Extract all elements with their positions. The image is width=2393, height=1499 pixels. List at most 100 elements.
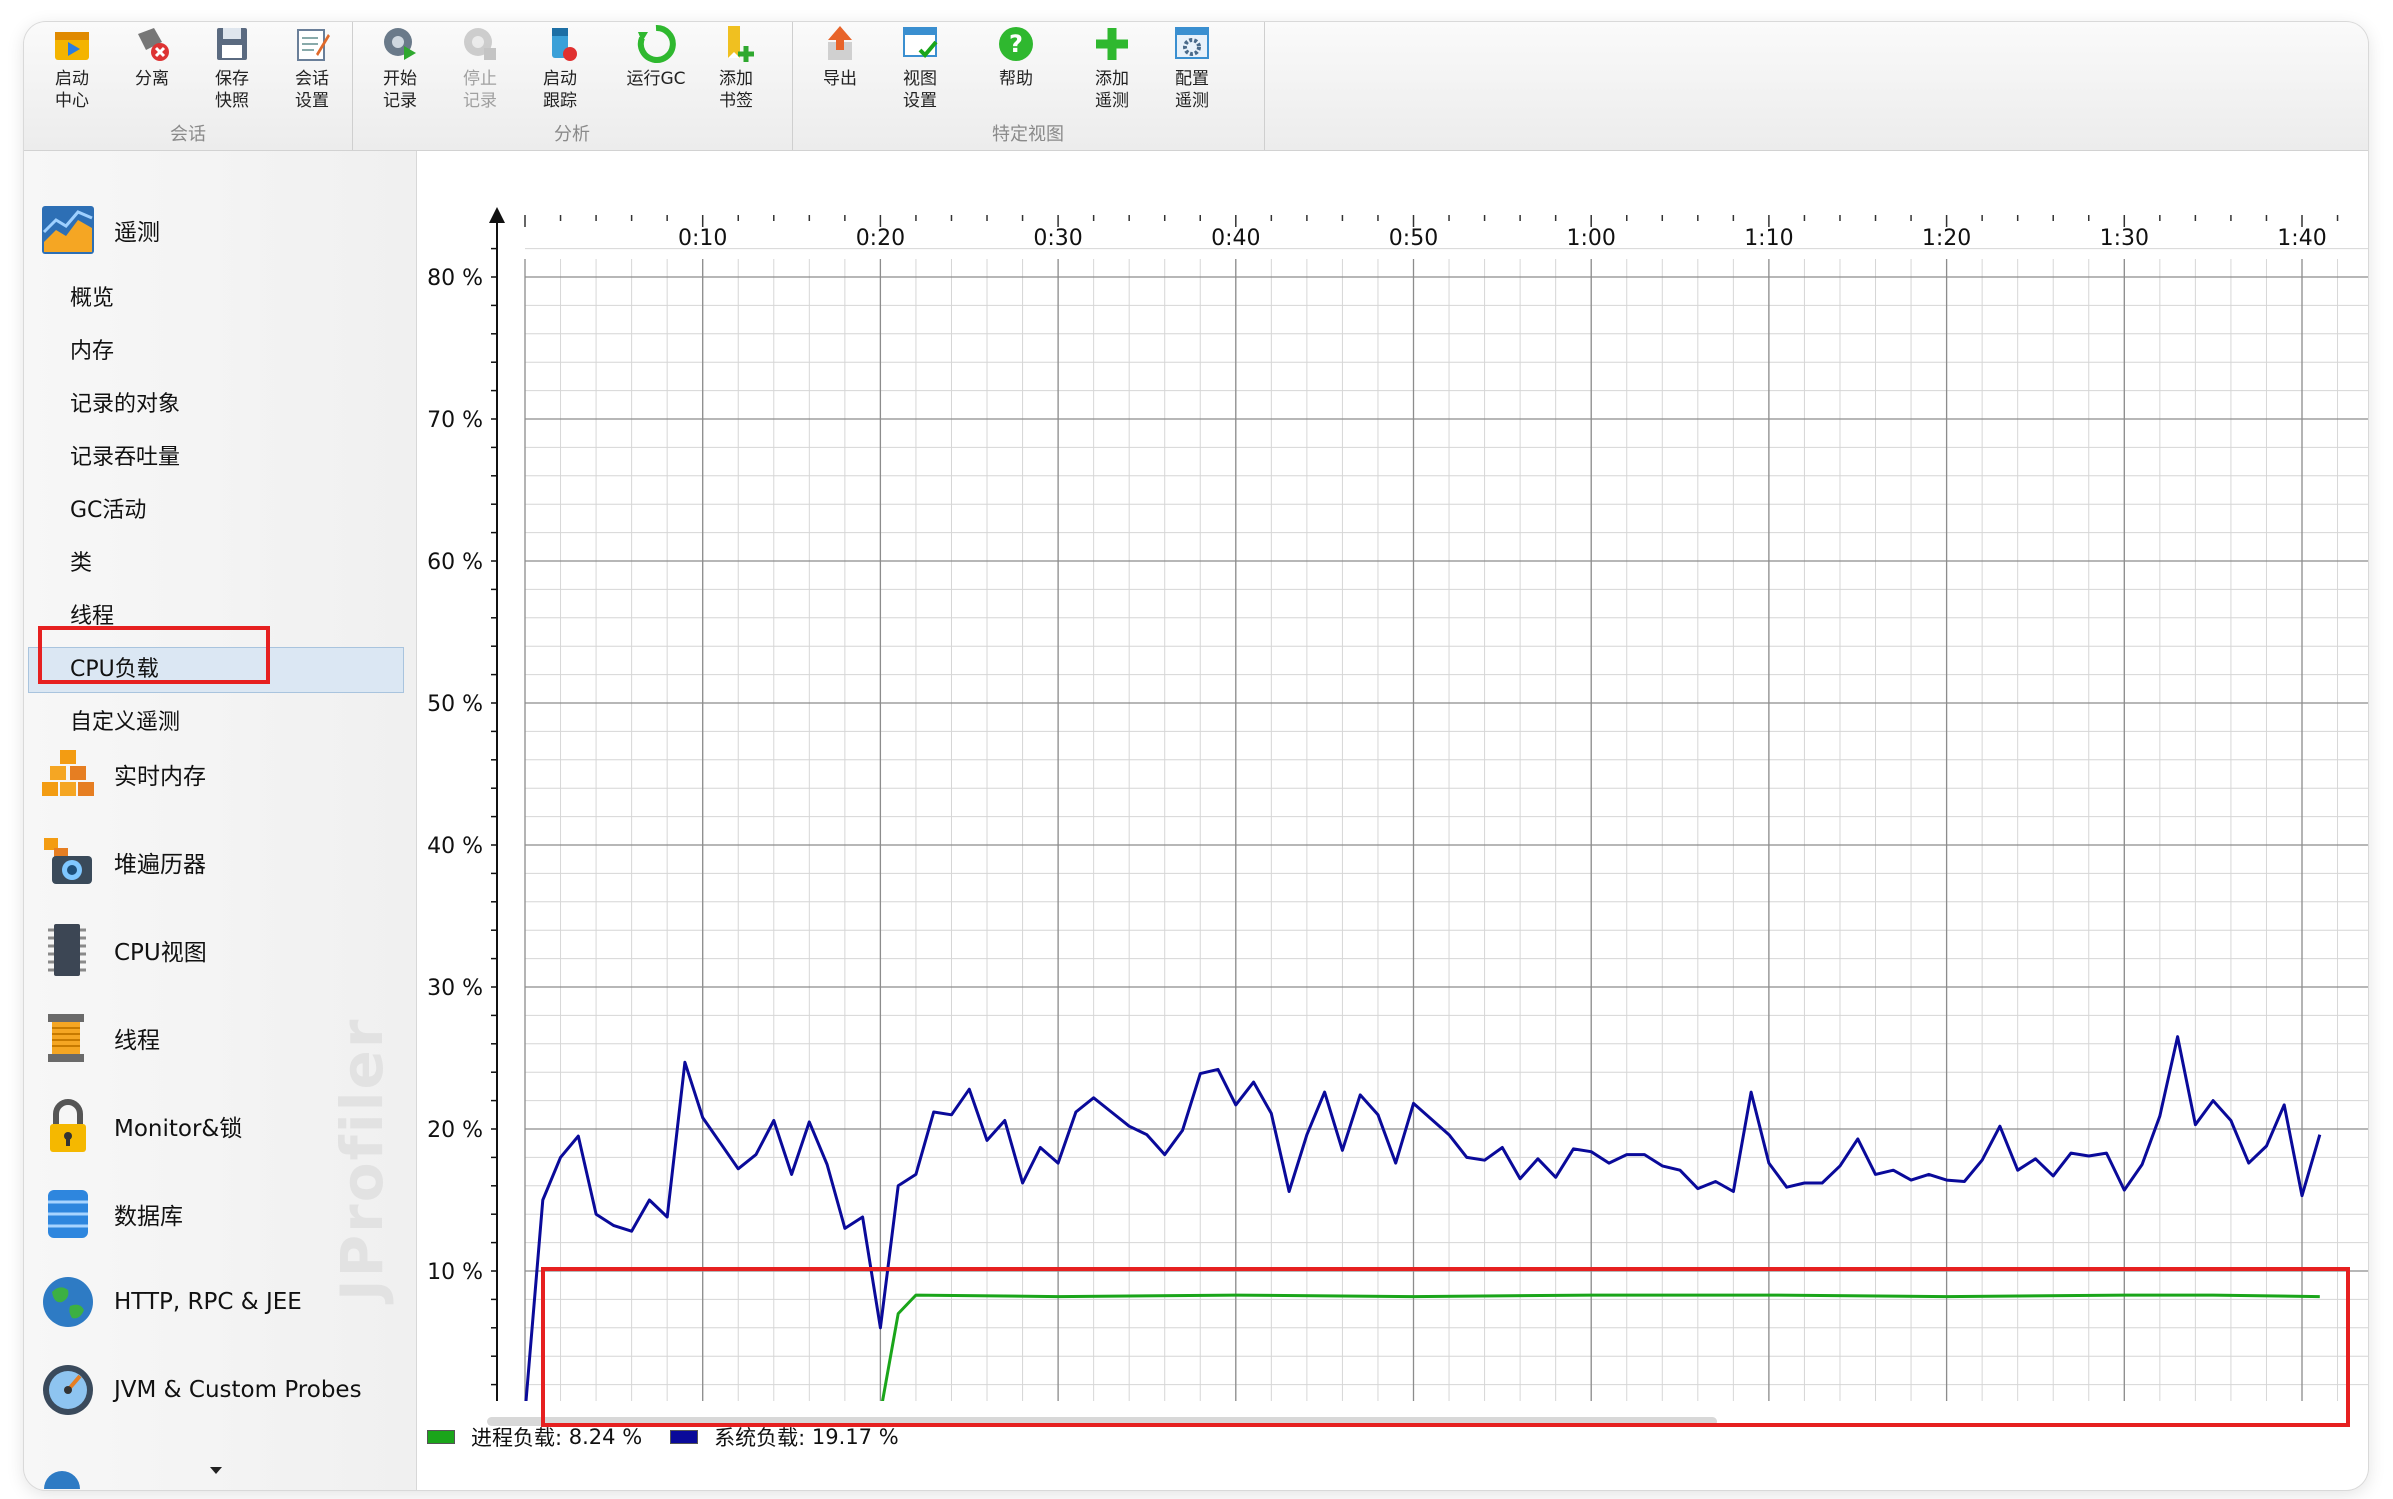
legend-item-system-load: 系统负载: 19.17 %	[670, 1422, 899, 1452]
add-telemetry-button[interactable]: 添加 遥测	[1072, 22, 1152, 122]
sidebar-section-threads[interactable]: 线程	[40, 1003, 160, 1073]
save-snapshot-icon	[217, 28, 247, 60]
x-tick-label: 0:40	[1211, 226, 1260, 251]
sidebar-item-recording-throughput[interactable]: 记录吞吐量	[70, 445, 181, 470]
configure-telemetry-button[interactable]: 配置 遥测	[1152, 22, 1232, 122]
button-label: 配置 遥测	[1175, 69, 1209, 111]
legend-process-label: 进程负载:	[471, 1426, 563, 1450]
stop-recording-button[interactable]: 停止 记录	[440, 22, 520, 122]
detach-icon	[138, 28, 169, 61]
toolbar-group-label: 会话	[170, 124, 206, 145]
start-tracking-button[interactable]: 启动 跟踪	[520, 22, 600, 122]
sidebar-section-live-memory[interactable]: 实时内存	[40, 739, 206, 809]
cpu-load-annotation-box	[38, 626, 270, 684]
toolbar-group-label: 特定视图	[992, 124, 1064, 145]
sidebar-section-label: 堆遍历器	[114, 852, 206, 878]
toolbar-group-session: 会话	[24, 22, 353, 150]
add-telemetry-icon	[1096, 28, 1128, 60]
toolbar-group-analysis: 分析	[352, 22, 793, 150]
jvm-probes-icon	[43, 1365, 93, 1415]
legend-system-value: 19.17 %	[811, 1425, 899, 1449]
start-recording-icon	[384, 28, 416, 60]
button-label: 帮助	[999, 69, 1033, 89]
sidebar-section-heap-walker[interactable]: 堆遍历器	[40, 827, 206, 897]
button-label: 停止 记录	[463, 69, 497, 111]
sidebar-section-label: 实时内存	[114, 764, 206, 790]
y-tick-label: 20 %	[427, 1118, 483, 1143]
button-label: 启动 中心	[55, 69, 89, 111]
button-label: 导出	[823, 69, 857, 89]
x-tick-label: 1:10	[1744, 226, 1793, 251]
legend-swatch-system	[670, 1430, 699, 1444]
sidebar-section-label: HTTP, RPC & JEE	[114, 1289, 302, 1315]
help-button[interactable]: ? 帮助	[976, 22, 1056, 122]
sidebar-section-label: JVM & Custom Probes	[114, 1377, 362, 1403]
sidebar-section-label: CPU视图	[114, 940, 207, 966]
button-label: 视图 设置	[903, 69, 937, 111]
sidebar-item-custom-telemetry[interactable]: 自定义遥测	[70, 710, 181, 735]
button-label: 添加 遥测	[1095, 69, 1129, 111]
sidebar-item-threads[interactable]: 线程	[70, 604, 115, 629]
cpu-load-chart: 0:10 0:20 0:30 0:40 0:50 1:00 1:10 1:20 1:30 1:40…	[427, 207, 2368, 1401]
launch-center-button[interactable]: 启动 中心	[32, 22, 112, 122]
telemetry-icon	[42, 206, 94, 254]
legend-process-value: 8.24 %	[568, 1425, 643, 1449]
sidebar-item-memory[interactable]: 内存	[70, 339, 115, 364]
sidebar-item-classes[interactable]: 类	[70, 551, 93, 576]
chart-y-ticks: 10 % 20 % 30 % 40 % 50 % 60 % 70 % 80 %	[427, 266, 483, 1285]
selected-item-highlight	[28, 647, 404, 693]
sidebar-item-overview[interactable]: 概览	[70, 286, 115, 311]
button-label: 启动 跟踪	[543, 69, 577, 111]
heap-walker-icon	[44, 838, 92, 884]
start-recording-button[interactable]: 开始 记录	[360, 22, 440, 122]
legend-swatch-process	[427, 1430, 455, 1444]
button-label: 运行GC	[626, 69, 686, 89]
sidebar-section-cpu-views[interactable]: CPU视图	[40, 915, 207, 985]
scroll-down-arrow-icon[interactable]	[208, 1465, 224, 1475]
chart-series	[524, 1035, 2322, 1401]
chart-x-ticks: 0:10 0:20 0:30 0:40 0:50 1:00 1:10 1:20 1:30 1:40	[678, 226, 2327, 251]
process-load-line	[881, 1293, 2320, 1401]
legend-system-label: 系统负载:	[714, 1426, 806, 1450]
export-icon	[828, 26, 852, 60]
button-label: 保存 快照	[215, 69, 249, 111]
y-tick-label: 70 %	[427, 408, 483, 433]
view-settings-button[interactable]: 视图 设置	[880, 22, 960, 122]
run-gc-button[interactable]: 运行GC	[616, 22, 696, 122]
y-tick-label: 10 %	[427, 1260, 483, 1285]
cpu-views-icon	[48, 924, 86, 976]
button-label: 添加 书签	[719, 69, 753, 111]
y-axis-arrow-icon	[489, 207, 505, 223]
sidebar-section-monitors-locks[interactable]: Monitor&锁	[40, 1091, 242, 1161]
chart-minor-grid	[524, 248, 2368, 1401]
chart-legend: 进程负载: 8.24 % 系统负载: 19.17 %	[427, 1422, 927, 1452]
sidebar-section-jvm-custom-probes[interactable]: JVM & Custom Probes	[40, 1355, 362, 1425]
sidebar-item-gc-activity[interactable]: GC活动	[70, 498, 147, 523]
session-settings-button[interactable]: 会话 设置	[272, 22, 352, 122]
horizontal-scrollbar[interactable]	[487, 1417, 1717, 1426]
detach-button[interactable]: 分离	[112, 22, 192, 122]
y-tick-label: 80 %	[427, 266, 483, 291]
system-load-line	[524, 1035, 2322, 1401]
more-section-globe-icon[interactable]	[42, 1461, 82, 1489]
threads-icon	[48, 1014, 84, 1062]
button-label: 会话 设置	[295, 69, 329, 111]
sidebar: JProfiler 遥测 概览 内存 记录的对象 记录吞吐量 GC活动 类 线程…	[24, 151, 417, 1490]
sidebar-section-label: Monitor&锁	[114, 1116, 243, 1142]
add-bookmark-button[interactable]: 添加 书签	[696, 22, 776, 122]
export-button[interactable]: 导出	[800, 22, 880, 122]
sidebar-item-cpu-load[interactable]: CPU负载	[70, 657, 159, 682]
view-settings-icon	[903, 27, 938, 58]
sidebar-section-telemetry[interactable]: 遥测	[40, 195, 160, 265]
y-tick-label: 30 %	[427, 976, 483, 1001]
x-tick-label: 1:40	[2277, 226, 2326, 251]
sidebar-section-http-rpc-jee[interactable]: HTTP, RPC & JEE	[40, 1267, 302, 1337]
save-snapshot-button[interactable]: 保存 快照	[192, 22, 272, 122]
live-memory-icon	[42, 750, 94, 796]
sidebar-section-databases[interactable]: 数据库	[40, 1179, 183, 1249]
toolbar-group-special-views: 特定视图	[792, 22, 1265, 150]
add-bookmark-icon	[728, 26, 754, 62]
sidebar-item-recorded-objects[interactable]: 记录的对象	[70, 392, 181, 417]
y-tick-label: 50 %	[427, 692, 483, 717]
database-icon	[48, 1190, 88, 1238]
